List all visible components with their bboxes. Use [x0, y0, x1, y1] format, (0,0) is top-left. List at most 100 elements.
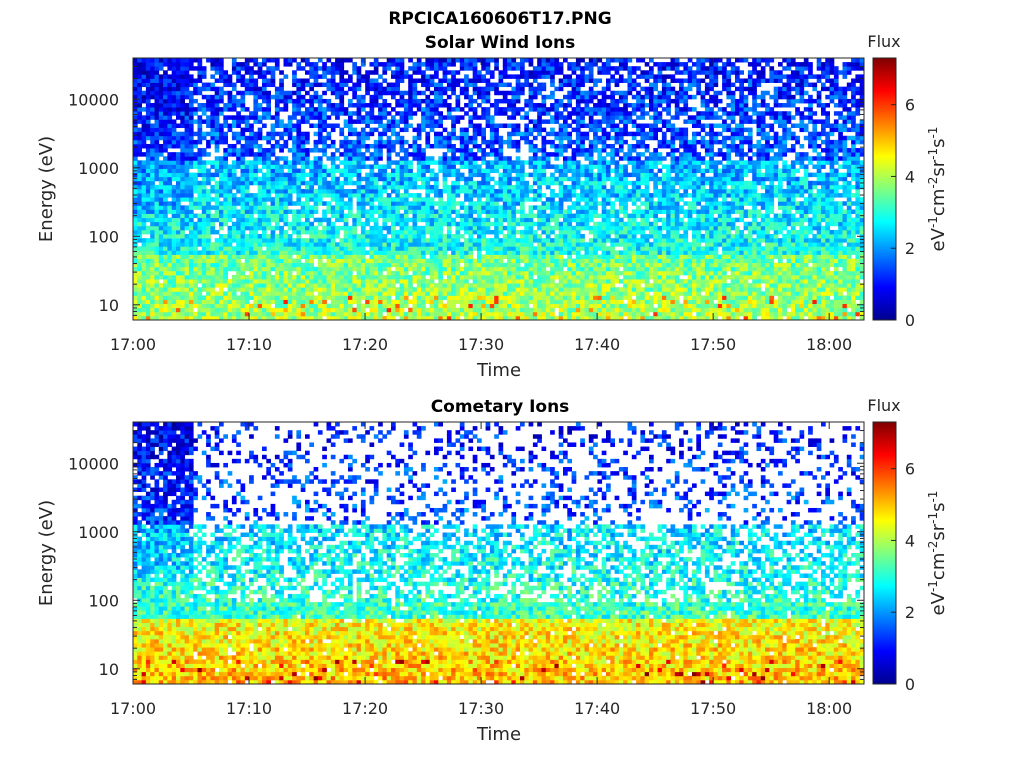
heatmap-cell [201, 135, 207, 141]
heatmap-cell [145, 246, 151, 251]
heatmap-cell [429, 262, 435, 268]
heatmap-cell [515, 217, 521, 223]
heatmap-cell [227, 107, 233, 112]
heatmap-cell [339, 66, 345, 71]
heatmap-cell [477, 184, 482, 190]
heatmap-cell [167, 258, 173, 264]
heatmap-cell [193, 299, 198, 305]
heatmap-cell [446, 274, 452, 280]
heatmap-cell [425, 315, 431, 321]
heatmap-cell [270, 74, 276, 79]
heatmap-cell [163, 168, 168, 174]
heatmap-cell [494, 197, 499, 202]
heatmap-cell [262, 279, 267, 284]
heatmap-cell [219, 209, 224, 214]
heatmap-cell [287, 131, 293, 137]
heatmap-cell [244, 193, 250, 198]
heatmap-cell [292, 156, 297, 161]
heatmap-cell [158, 66, 164, 71]
heatmap-cell [468, 287, 474, 292]
heatmap-cell [154, 70, 160, 75]
heatmap-cell [451, 160, 456, 165]
heatmap-cell [313, 74, 319, 79]
heatmap-cell [373, 90, 379, 96]
heatmap-cell [145, 279, 151, 284]
heatmap-cell [201, 172, 207, 178]
heatmap-cell [309, 66, 314, 71]
heatmap-cell [421, 201, 426, 206]
heatmap-cell [528, 315, 534, 321]
heatmap-cell [360, 193, 366, 198]
heatmap-cell [137, 307, 142, 313]
heatmap-cell [472, 58, 478, 63]
heatmap-cell [150, 139, 155, 145]
heatmap-cell [214, 94, 220, 100]
heatmap-cell [524, 103, 529, 108]
heatmap-cell [339, 197, 345, 202]
heatmap-cell [528, 98, 534, 104]
heatmap-cell [141, 201, 147, 206]
heatmap-cell [459, 246, 465, 251]
heatmap-cell [292, 90, 297, 96]
heatmap-cell [403, 205, 409, 210]
heatmap-cell [356, 295, 362, 300]
heatmap-cell [451, 221, 456, 227]
heatmap-cell [300, 193, 306, 198]
heatmap-cell [412, 135, 418, 141]
heatmap-cell [227, 283, 233, 288]
heatmap-cell [296, 246, 302, 251]
heatmap-cell [446, 189, 452, 194]
heatmap-cell [395, 176, 400, 182]
heatmap-cell [180, 160, 185, 165]
heatmap-cell [502, 254, 508, 259]
heatmap-cell [201, 262, 207, 268]
heatmap-cell [244, 70, 250, 75]
heatmap-cell [472, 266, 478, 272]
heatmap-cell [386, 242, 392, 247]
heatmap-cell [455, 258, 461, 264]
heatmap-cell [472, 274, 478, 280]
heatmap-cell [356, 103, 362, 108]
heatmap-cell [257, 287, 263, 292]
heatmap-cell [507, 217, 512, 223]
heatmap-cell [434, 131, 439, 137]
heatmap-cell [511, 234, 517, 239]
heatmap-cell [253, 70, 259, 75]
heatmap-cell [520, 197, 525, 202]
heatmap-cell [339, 90, 345, 96]
heatmap-cell [231, 66, 237, 71]
heatmap-cell [262, 82, 267, 88]
heatmap-cell [210, 250, 216, 255]
heatmap-cell [236, 164, 241, 169]
heatmap-cell [227, 172, 233, 178]
heatmap-cell [231, 119, 237, 124]
heatmap-cell [485, 225, 491, 231]
heatmap-cell [257, 246, 263, 251]
heatmap-cell [266, 98, 271, 104]
heatmap-cell [184, 213, 190, 219]
heatmap-cell [459, 143, 465, 149]
heatmap-cell [373, 189, 379, 194]
heatmap-cell [309, 180, 314, 186]
heatmap-cell [201, 299, 207, 305]
heatmap-cell [434, 172, 439, 178]
heatmap-cell [365, 115, 370, 120]
heatmap-cell [296, 315, 302, 321]
heatmap-cell [472, 287, 478, 292]
heatmap-cell [154, 303, 160, 309]
heatmap-cell [425, 62, 431, 67]
heatmap-cell [326, 250, 332, 255]
heatmap-cell [296, 148, 302, 153]
heatmap-cell [214, 160, 220, 165]
heatmap-cell [343, 70, 349, 75]
heatmap-cell [434, 143, 439, 149]
heatmap-cell [494, 123, 499, 128]
heatmap-cell [356, 164, 362, 169]
heatmap-cell [193, 270, 198, 276]
heatmap-cell [464, 82, 469, 88]
heatmap-cell [158, 209, 164, 214]
heatmap-cell [322, 266, 327, 272]
heatmap-cell [133, 70, 138, 75]
heatmap-cell [176, 189, 181, 194]
heatmap-cell [193, 242, 198, 247]
